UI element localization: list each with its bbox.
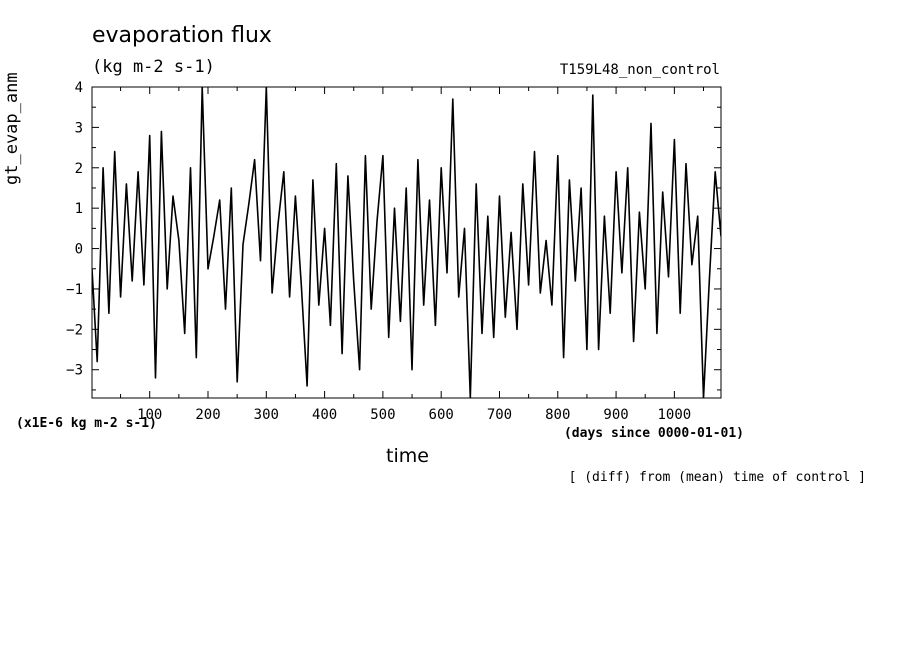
x-axis-unit: (days since 0000-01-01) [563, 426, 744, 441]
plot-frame [91, 86, 722, 399]
x-tick-label: 800 [545, 407, 570, 423]
y-scale-label: (x1E-6 kg m-2 s-1) [16, 416, 157, 431]
series-line [92, 87, 721, 398]
x-tick-label: 100 [137, 407, 162, 423]
x-tick-label: 700 [487, 407, 512, 423]
x-tick-label: 600 [429, 407, 454, 423]
y-axis-label: gt_evap_anm [2, 72, 22, 185]
y-tick-label: −2 [66, 322, 83, 338]
x-tick-label: 300 [254, 407, 279, 423]
chart-units: (kg m-2 s-1) [92, 57, 215, 77]
x-tick-label: 400 [312, 407, 337, 423]
chart-title: evaporation flux [92, 23, 272, 48]
x-tick-label: 1000 [658, 407, 692, 423]
x-tick-label: 500 [370, 407, 395, 423]
x-tick-label: 200 [195, 407, 220, 423]
y-tick-label: −1 [66, 282, 83, 298]
y-tick-label: 2 [75, 161, 83, 177]
y-tick-label: 4 [75, 80, 83, 96]
run-name: T159L48_non_control [559, 62, 720, 78]
y-tick-label: −3 [66, 363, 83, 379]
diff-note: [ (diff) from (mean) time of control ] [568, 470, 866, 485]
x-tick-label: 900 [603, 407, 628, 423]
y-tick-label: 1 [75, 201, 83, 217]
x-axis-label: time [386, 445, 429, 467]
y-tick-label: 0 [75, 242, 83, 258]
y-tick-label: 3 [75, 120, 83, 136]
